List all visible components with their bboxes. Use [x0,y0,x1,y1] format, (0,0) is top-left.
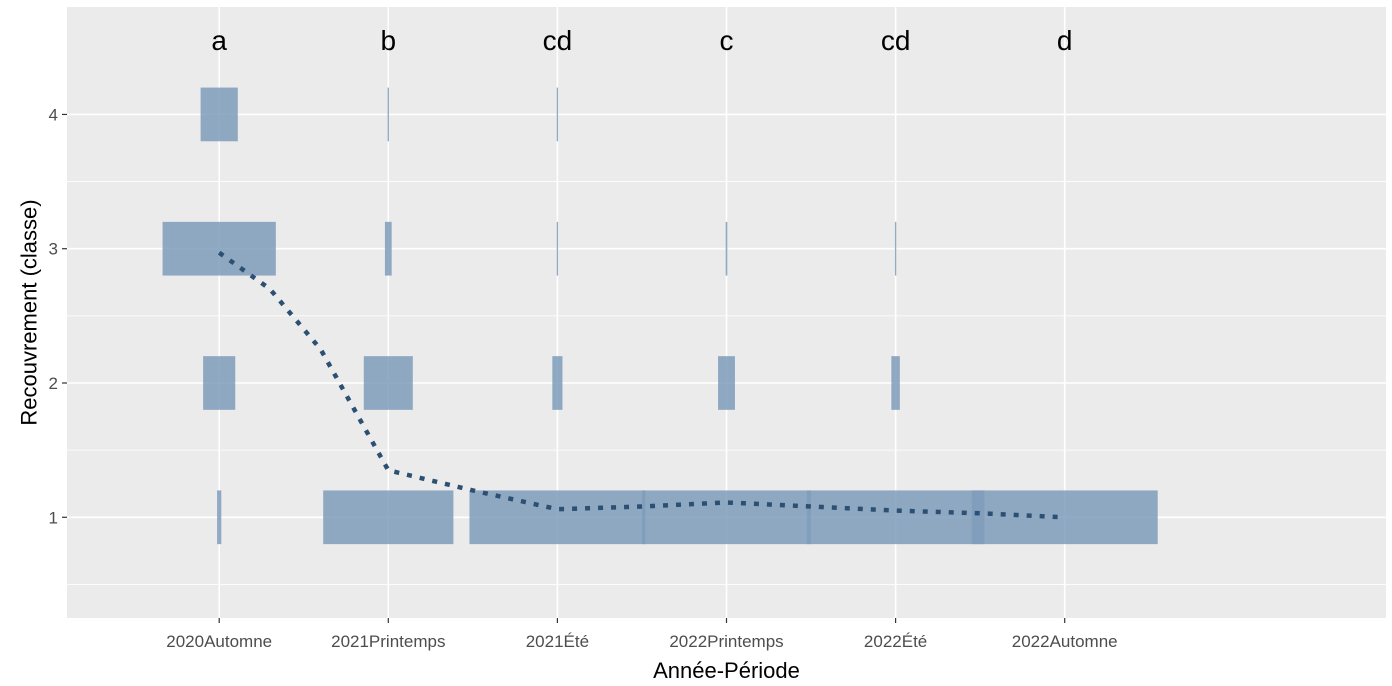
group-letter-2021Été: cd [543,25,573,56]
tile-2022Été-class-2 [891,356,900,410]
y-tick-label: 2 [49,374,58,393]
y-tick-label: 4 [49,105,58,124]
y-tick-label: 1 [49,508,58,527]
y-axis-title: Recouvrement (classe) [17,199,42,425]
tile-2020Automne-class-1 [217,490,222,545]
x-tick-label: 2022Printemps [669,632,783,651]
group-letter-2020Automne: a [211,25,227,56]
tile-2022Automne-class-1 [971,490,1158,545]
tile-2022Été-class-3 [894,221,897,276]
y-axis-ticks: 1 2 3 4 [49,105,67,527]
tile-2020Automne-class-2 [203,356,236,410]
tile-2021Printemps-class-2 [363,356,413,410]
group-letter-2022Printemps: c [720,25,734,56]
x-tick-label: 2020Automne [166,632,272,651]
tile-2022Printemps-class-3 [725,221,728,276]
tile-2022Printemps-class-1 [641,490,812,545]
x-tick-label: 2021Printemps [331,632,445,651]
x-axis-ticks: 2020Automne 2021Printemps 2021Été 2022Print… [166,618,1118,651]
tile-2021Printemps-class-4 [387,87,389,142]
y-tick-label: 3 [49,240,58,259]
group-letter-2022Été: cd [881,25,911,56]
group-letter-2021Printemps: b [381,25,397,56]
tile-2022Été-class-1 [806,490,985,545]
tiles [162,87,1158,545]
tile-2021Été-class-4 [556,87,559,142]
x-axis-title: Année-Période [653,658,800,681]
x-tick-label: 2022Automne [1012,632,1118,651]
x-tick-label: 2022Été [864,632,927,651]
mean-line [217,250,1065,520]
tile-2022Printemps-class-2 [718,356,735,410]
tile-2020Automne-class-3 [162,221,276,276]
mean-line-layer [217,250,1065,520]
tile-2021Printemps-class-1 [323,490,454,545]
group-letter-2022Automne: d [1057,25,1073,56]
tile-2021Été-class-1 [469,490,646,545]
tile-2021Été-class-2 [552,356,563,410]
tile-2020Automne-class-4 [200,87,238,142]
tile-2021Été-class-3 [556,221,559,276]
x-tick-label: 2021Été [526,632,589,651]
group-letters: a b cd c cd d [211,25,1072,56]
tile-2021Printemps-class-3 [384,221,392,276]
